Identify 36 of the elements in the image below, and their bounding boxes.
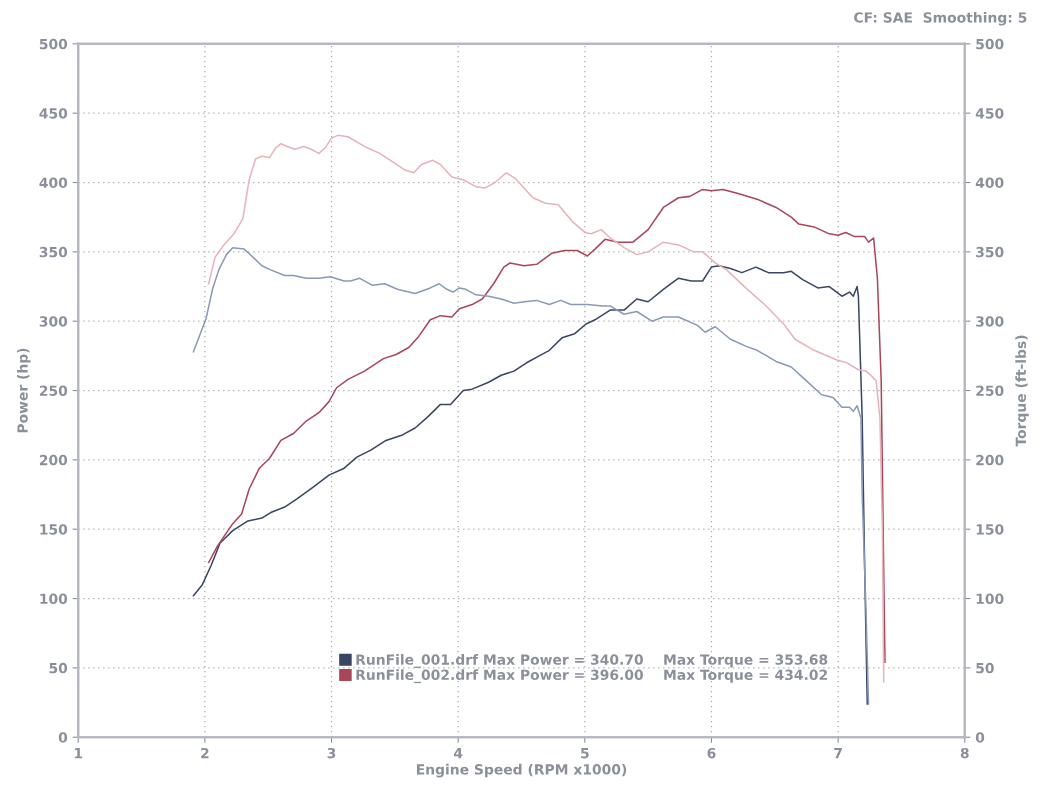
y-tick-label: 300 — [39, 316, 68, 327]
y-tick-label: 450 — [39, 108, 68, 119]
legend-label: RunFile_002.drf Max Power = 396.00 Max Torque = 434.02 — [356, 669, 827, 684]
y-tick-label: 500 — [39, 38, 68, 50]
y2-axis-title: Torque (ft-lbs) — [1015, 335, 1029, 447]
x-tick-label: 3 — [327, 747, 336, 759]
y-tick-label: 150 — [40, 524, 68, 535]
y2-tick-label: 0 — [975, 732, 985, 743]
x-tick-label: 2 — [201, 747, 209, 759]
y2-tick-label: 300 — [976, 316, 1004, 327]
x-axis-title: Engine Speed (RPM x1000) — [416, 763, 627, 778]
x-tick-label: 1 — [74, 748, 83, 759]
x-tick-label: 6 — [707, 747, 716, 759]
y2-tick-label: 250 — [976, 385, 1004, 396]
y-tick-label: 350 — [39, 246, 68, 258]
y-tick-label: 100 — [40, 593, 68, 605]
y-tick-label: 400 — [39, 177, 68, 188]
y2-tick-label: 100 — [976, 593, 1004, 605]
text: CF: SAE Smoothing: 5 — [854, 11, 1027, 26]
legend-label: RunFile_001.drf Max Power = 340.70 Max Torque = 353.68 — [356, 654, 828, 668]
y-axis-title: Power (hp) — [17, 348, 31, 433]
y-tick-label: 50 — [49, 662, 68, 674]
y2-tick-label: 350 — [976, 246, 1004, 258]
x-tick-label: 7 — [834, 748, 842, 759]
y2-tick-label: 150 — [976, 524, 1004, 535]
y-tick-label: 250 — [39, 385, 68, 396]
y2-tick-label: 200 — [976, 454, 1004, 466]
x-tick-label: 4 — [453, 748, 463, 759]
x-tick-label: 5 — [581, 748, 589, 759]
y2-tick-label: 500 — [976, 38, 1004, 50]
x-tick-label: 8 — [960, 747, 969, 759]
y2-tick-label: 450 — [975, 108, 1004, 119]
y2-tick-label: 400 — [975, 177, 1004, 188]
y-tick-label: 0 — [58, 732, 68, 743]
y2-tick-label: 50 — [976, 662, 994, 674]
y-tick-label: 200 — [39, 454, 68, 466]
